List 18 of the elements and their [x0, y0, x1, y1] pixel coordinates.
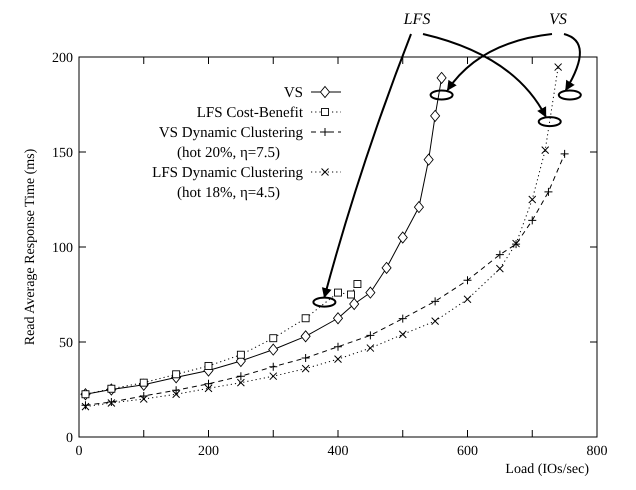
y-axis-title: Read Average Response Time (ms)	[23, 148, 38, 346]
y-tick-label: 50	[59, 336, 73, 351]
x-axis-title: Load (IOs/sec)	[505, 462, 590, 477]
y-tick-label: 150	[52, 146, 73, 161]
x-tick-label: 600	[457, 444, 478, 459]
annotation: VS	[549, 11, 567, 28]
legend-label: VS Dynamic Clustering (hot 20%, η=7.5)	[158, 125, 304, 161]
x-tick-label: 200	[198, 444, 219, 459]
y-tick-label: 0	[66, 431, 73, 446]
legend-label: LFS Cost-Benefit	[196, 105, 304, 121]
legend-label: LFS Dynamic Clustering (hot 18%, η=4.5)	[152, 165, 304, 201]
legend-label: VS	[284, 85, 303, 101]
x-tick-label: 0	[76, 444, 82, 459]
y-tick-label: 100	[52, 241, 73, 256]
x-tick-label: 400	[328, 444, 348, 459]
x-tick-label: 800	[586, 444, 608, 459]
y-tick-label: 200	[52, 51, 73, 66]
annotation: LFS	[402, 11, 430, 28]
